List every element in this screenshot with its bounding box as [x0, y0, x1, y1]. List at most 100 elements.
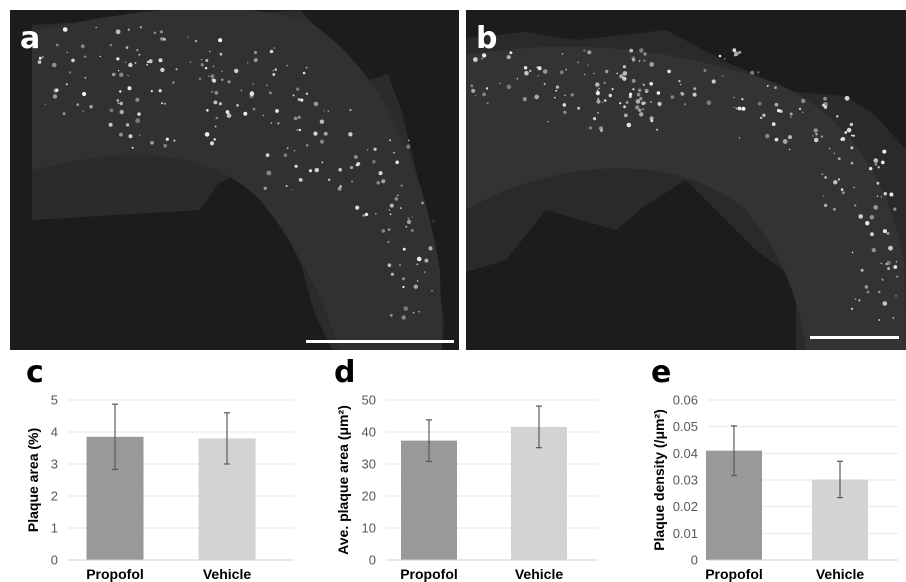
plaque-dot — [703, 69, 707, 72]
plaque-dot — [733, 96, 735, 99]
plaque-dot — [82, 91, 87, 97]
plaque-dot — [881, 278, 883, 280]
plaque-dot — [656, 91, 661, 95]
plaque-dot — [390, 272, 394, 276]
plaque-dot — [644, 88, 649, 93]
plaque-dot — [416, 263, 419, 266]
plaque-dot — [136, 48, 139, 52]
plaque-dot — [305, 66, 308, 69]
plaque-dot — [389, 139, 392, 142]
plaque-dot — [227, 80, 231, 84]
plaque-dot — [135, 118, 141, 123]
plaque-dot — [119, 109, 124, 115]
plaque-dot — [128, 134, 133, 139]
plaque-dot — [765, 133, 770, 139]
plaque-dot — [635, 105, 640, 110]
plaque-dot — [833, 180, 838, 185]
plaque-dot — [213, 138, 216, 141]
plaque-dot — [212, 65, 215, 68]
plaque-dot — [274, 68, 277, 71]
plaque-dot — [135, 97, 140, 102]
plaque-dot — [298, 128, 302, 132]
plaque-dot — [338, 168, 343, 172]
plaque-dot — [741, 98, 744, 101]
scale-bar-b — [810, 336, 899, 339]
plaque-dot — [603, 99, 607, 102]
plaque-dot — [234, 68, 239, 74]
plaque-dot — [314, 167, 319, 173]
plaque-dot — [555, 89, 558, 92]
plaque-dot — [394, 197, 399, 201]
micrograph-b-tissue — [466, 46, 906, 350]
plaque-dot — [616, 72, 618, 75]
plaque-dot — [723, 58, 726, 60]
plaque-dot — [832, 207, 836, 211]
plaque-dot — [401, 315, 406, 320]
plaque-dot — [381, 179, 386, 184]
y-tick-label: 0.05 — [673, 419, 698, 434]
plaque-dot — [788, 148, 791, 151]
bar-vehicle — [511, 426, 567, 560]
plaque-dot — [553, 96, 556, 99]
plaque-dot — [820, 135, 824, 138]
panel-letter-d: d — [334, 355, 356, 390]
plaque-dot — [117, 69, 120, 72]
plaque-dot — [119, 132, 123, 137]
plaque-dot — [218, 102, 222, 106]
plaque-dot — [599, 126, 603, 131]
plaque-dot — [625, 101, 629, 104]
plaque-dot — [273, 47, 276, 49]
plaque-dot — [294, 164, 298, 168]
plaque-dot — [328, 178, 331, 181]
plaque-dot — [293, 150, 296, 152]
plaque-dot — [225, 110, 230, 114]
plaque-dot — [850, 146, 854, 150]
plaque-dot — [565, 68, 567, 71]
plaque-dot — [844, 95, 850, 101]
plaque-dot — [603, 81, 606, 85]
plaque-dot — [319, 119, 325, 124]
micrograph-b-plaques — [470, 48, 898, 321]
plaque-dot — [272, 73, 276, 76]
plaque-dot — [198, 77, 202, 81]
plaque-dot — [65, 83, 68, 86]
plaque-dot — [205, 59, 209, 62]
plaque-dot — [389, 313, 393, 317]
plaque-dot — [131, 146, 134, 149]
plaque-dot — [387, 241, 390, 243]
plaque-dot — [860, 268, 864, 272]
plaque-dot — [215, 116, 219, 120]
plaque-dot — [471, 88, 476, 93]
plaque-dot — [402, 285, 405, 289]
plaque-dot — [127, 74, 129, 77]
plaque-dot — [587, 50, 592, 55]
plaque-dot — [789, 112, 793, 116]
plaque-dot — [622, 65, 626, 69]
plaque-dot — [313, 101, 319, 107]
plaque-dot — [389, 203, 394, 208]
plaque-dot — [399, 264, 401, 266]
plaque-dot — [127, 28, 130, 31]
plaque-dot — [351, 180, 354, 183]
plaque-dot — [771, 122, 776, 126]
plaque-dot — [146, 63, 148, 66]
plaque-dot — [108, 122, 113, 127]
x-tick-label-propofol: Propofol — [400, 566, 458, 582]
plaque-dot — [522, 97, 527, 102]
plaque-dot — [595, 82, 600, 87]
plaque-dot — [431, 289, 433, 292]
plaque-dot — [150, 90, 153, 93]
x-tick-label-vehicle: Vehicle — [203, 566, 251, 582]
plaque-dot — [821, 103, 825, 107]
plaque-dot — [62, 27, 68, 32]
plaque-dot — [626, 122, 632, 128]
plaque-dot — [547, 121, 549, 123]
plaque-dot — [623, 105, 626, 109]
y-tick-label: 0.03 — [673, 473, 698, 488]
y-tick-label: 4 — [51, 425, 58, 440]
y-tick-label: 1 — [51, 521, 58, 536]
plaque-dot — [62, 112, 66, 116]
plaque-dot — [639, 112, 644, 117]
plaque-dot — [562, 103, 567, 107]
plaque-dot — [635, 99, 641, 104]
